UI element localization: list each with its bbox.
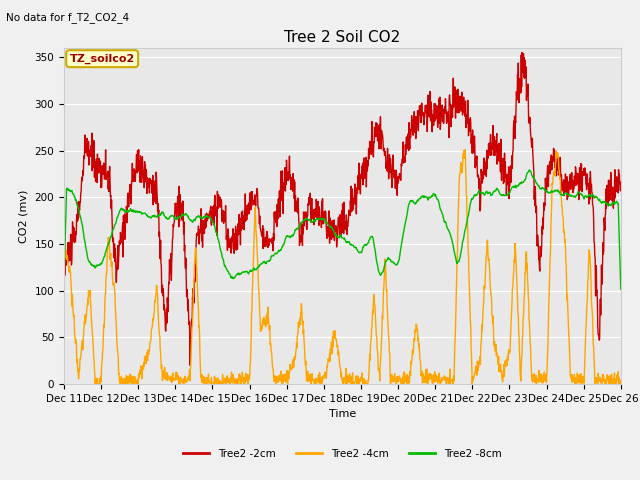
Tree2 -4cm xyxy=(60,238,68,243)
Tree2 -4cm xyxy=(617,379,625,385)
Tree2 -4cm xyxy=(318,377,326,383)
Line: Tree2 -4cm: Tree2 -4cm xyxy=(64,150,621,384)
Tree2 -8cm xyxy=(308,219,316,225)
X-axis label: Time: Time xyxy=(329,409,356,419)
Tree2 -8cm xyxy=(296,223,304,228)
Line: Tree2 -8cm: Tree2 -8cm xyxy=(64,170,621,289)
Legend: Tree2 -2cm, Tree2 -4cm, Tree2 -8cm: Tree2 -2cm, Tree2 -4cm, Tree2 -8cm xyxy=(179,444,506,463)
Y-axis label: CO2 (mv): CO2 (mv) xyxy=(19,189,29,243)
Tree2 -2cm xyxy=(518,49,526,55)
Tree2 -4cm xyxy=(461,147,469,153)
Tree2 -2cm xyxy=(617,179,625,185)
Tree2 -8cm xyxy=(103,244,111,250)
Tree2 -2cm xyxy=(126,187,134,192)
Line: Tree2 -2cm: Tree2 -2cm xyxy=(64,52,621,365)
Tree2 -2cm xyxy=(103,175,111,180)
Tree2 -4cm xyxy=(126,371,134,377)
Tree2 -2cm xyxy=(60,247,68,253)
Tree2 -8cm xyxy=(126,208,134,214)
Tree2 -4cm xyxy=(378,347,385,353)
Tree2 -8cm xyxy=(377,272,385,278)
Text: TZ_soilco2: TZ_soilco2 xyxy=(70,54,135,64)
Text: No data for f_T2_CO2_4: No data for f_T2_CO2_4 xyxy=(6,12,129,23)
Tree2 -8cm xyxy=(60,277,68,283)
Tree2 -2cm xyxy=(378,146,385,152)
Tree2 -4cm xyxy=(104,248,111,254)
Tree2 -2cm xyxy=(308,209,316,215)
Tree2 -8cm xyxy=(318,216,326,222)
Tree2 -8cm xyxy=(525,167,533,173)
Tree2 -4cm xyxy=(297,310,305,316)
Tree2 -4cm xyxy=(92,381,99,387)
Title: Tree 2 Soil CO2: Tree 2 Soil CO2 xyxy=(284,30,401,46)
Tree2 -2cm xyxy=(297,239,305,245)
Tree2 -2cm xyxy=(186,362,194,368)
Tree2 -2cm xyxy=(318,216,326,222)
Tree2 -4cm xyxy=(308,371,316,376)
Tree2 -8cm xyxy=(617,287,625,292)
